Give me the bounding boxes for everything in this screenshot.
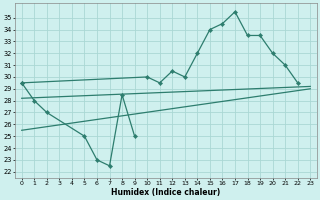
X-axis label: Humidex (Indice chaleur): Humidex (Indice chaleur) [111, 188, 220, 197]
